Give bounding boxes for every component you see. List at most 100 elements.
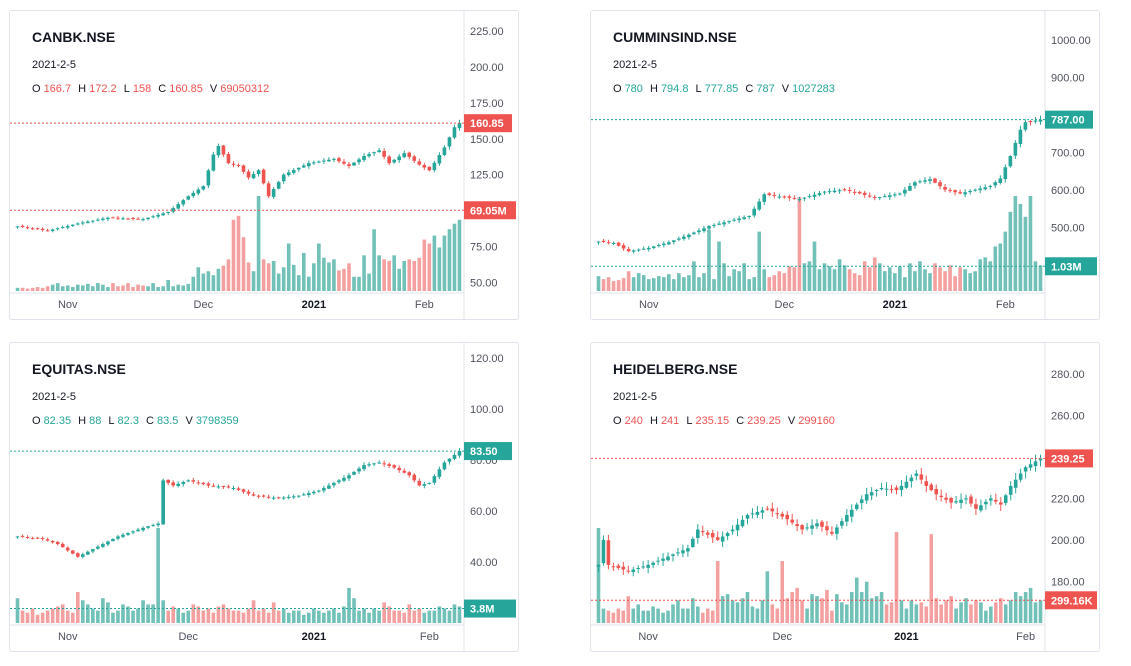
candle-body — [616, 565, 621, 568]
candle-body — [641, 248, 646, 250]
candle-body — [291, 170, 296, 173]
volume-bar — [667, 274, 671, 291]
candle-body — [256, 495, 261, 497]
volume-bar — [126, 283, 130, 291]
volume-bar — [131, 610, 135, 623]
volume-bar — [301, 253, 306, 291]
time-tick-label: Dec — [775, 299, 795, 311]
candle-body — [641, 566, 645, 568]
candle-body — [166, 212, 170, 214]
volume-bar — [656, 608, 660, 623]
volume-label: 69.05M — [470, 205, 507, 217]
candle-body — [307, 163, 311, 167]
volume-bar — [312, 608, 316, 623]
candle-body — [246, 491, 251, 494]
volume-bar — [964, 598, 968, 623]
candle-body — [969, 496, 973, 504]
time-tick-label: Feb — [996, 299, 1015, 311]
volume-bar — [30, 287, 35, 291]
candle-body — [677, 238, 681, 240]
candle-body — [805, 527, 809, 529]
candle-body — [447, 137, 452, 147]
volume-bar — [666, 610, 670, 623]
volume-bar — [974, 600, 978, 623]
volume-bar — [750, 606, 755, 623]
candle-body — [797, 199, 802, 201]
volume-bar — [740, 598, 745, 623]
time-tick-label: Dec — [194, 299, 214, 311]
candle-body — [307, 493, 311, 496]
candle-body — [35, 228, 40, 230]
volume-bar — [661, 277, 666, 291]
candle-body — [835, 527, 839, 534]
candle-body — [286, 172, 291, 176]
candle-body — [91, 220, 95, 222]
candle-body — [879, 488, 884, 490]
volume-bar — [206, 271, 211, 291]
volume-bar — [236, 215, 241, 291]
volume-bar — [80, 600, 85, 623]
candle-body — [271, 497, 276, 499]
candle-body — [959, 499, 963, 503]
volume-bar — [707, 229, 711, 291]
candle-body — [221, 486, 226, 488]
candle-body — [705, 532, 710, 535]
volume-bar — [156, 287, 160, 291]
last-price-label: 239.25 — [1051, 453, 1085, 465]
last-price-badge — [1045, 110, 1093, 129]
candle-body — [621, 566, 626, 570]
volume-bar — [161, 286, 165, 291]
candle-body — [352, 471, 356, 475]
volume-bar — [636, 273, 641, 291]
volume-bar — [815, 596, 819, 623]
candle-body — [412, 156, 417, 161]
candle-body — [191, 480, 196, 482]
candle-body — [101, 218, 105, 220]
volume-bar — [686, 608, 690, 623]
price-tick-label: 180.00 — [1051, 576, 1085, 588]
candle-body — [750, 513, 755, 515]
volume-bar — [601, 608, 606, 623]
volume-bar — [337, 270, 341, 291]
candle-body — [296, 495, 301, 497]
volume-bar — [347, 263, 351, 291]
volume-bar — [840, 602, 844, 623]
candle-body — [840, 521, 844, 526]
candle-body — [765, 508, 770, 510]
volume-bar — [156, 528, 160, 623]
candle-body — [106, 217, 110, 220]
volume-bar — [372, 229, 376, 291]
candle-body — [121, 218, 125, 220]
candle-body — [171, 482, 176, 486]
volume-bar — [747, 279, 751, 291]
candle-body — [231, 163, 236, 165]
volume-bar — [206, 608, 211, 623]
volume-bar — [286, 612, 291, 623]
volume-bar — [367, 273, 371, 291]
candle-body — [30, 537, 35, 539]
volume-bar — [720, 596, 725, 623]
volume-bar — [166, 279, 170, 291]
candle-body — [422, 484, 427, 486]
volume-bar — [442, 235, 447, 291]
volume-bar — [241, 612, 246, 623]
volume-bar — [817, 269, 822, 291]
volume-bar — [889, 602, 894, 623]
candle-body — [1038, 458, 1043, 461]
volume-value: 3798359 — [195, 415, 239, 427]
candle-body — [86, 221, 90, 224]
volume-bar — [661, 612, 665, 623]
volume-bar — [862, 261, 867, 291]
volume-bar — [785, 598, 790, 623]
candle-body — [276, 497, 281, 499]
candle-body — [954, 501, 958, 503]
volume-bar — [412, 260, 417, 291]
volume-bar — [241, 237, 246, 291]
volume-bar — [884, 604, 889, 623]
volume-bar — [872, 257, 877, 291]
candle-body — [457, 122, 462, 129]
volume-bar — [251, 600, 256, 623]
volume-bar — [342, 268, 346, 291]
candle-body — [362, 465, 366, 470]
candle-body — [176, 483, 181, 487]
